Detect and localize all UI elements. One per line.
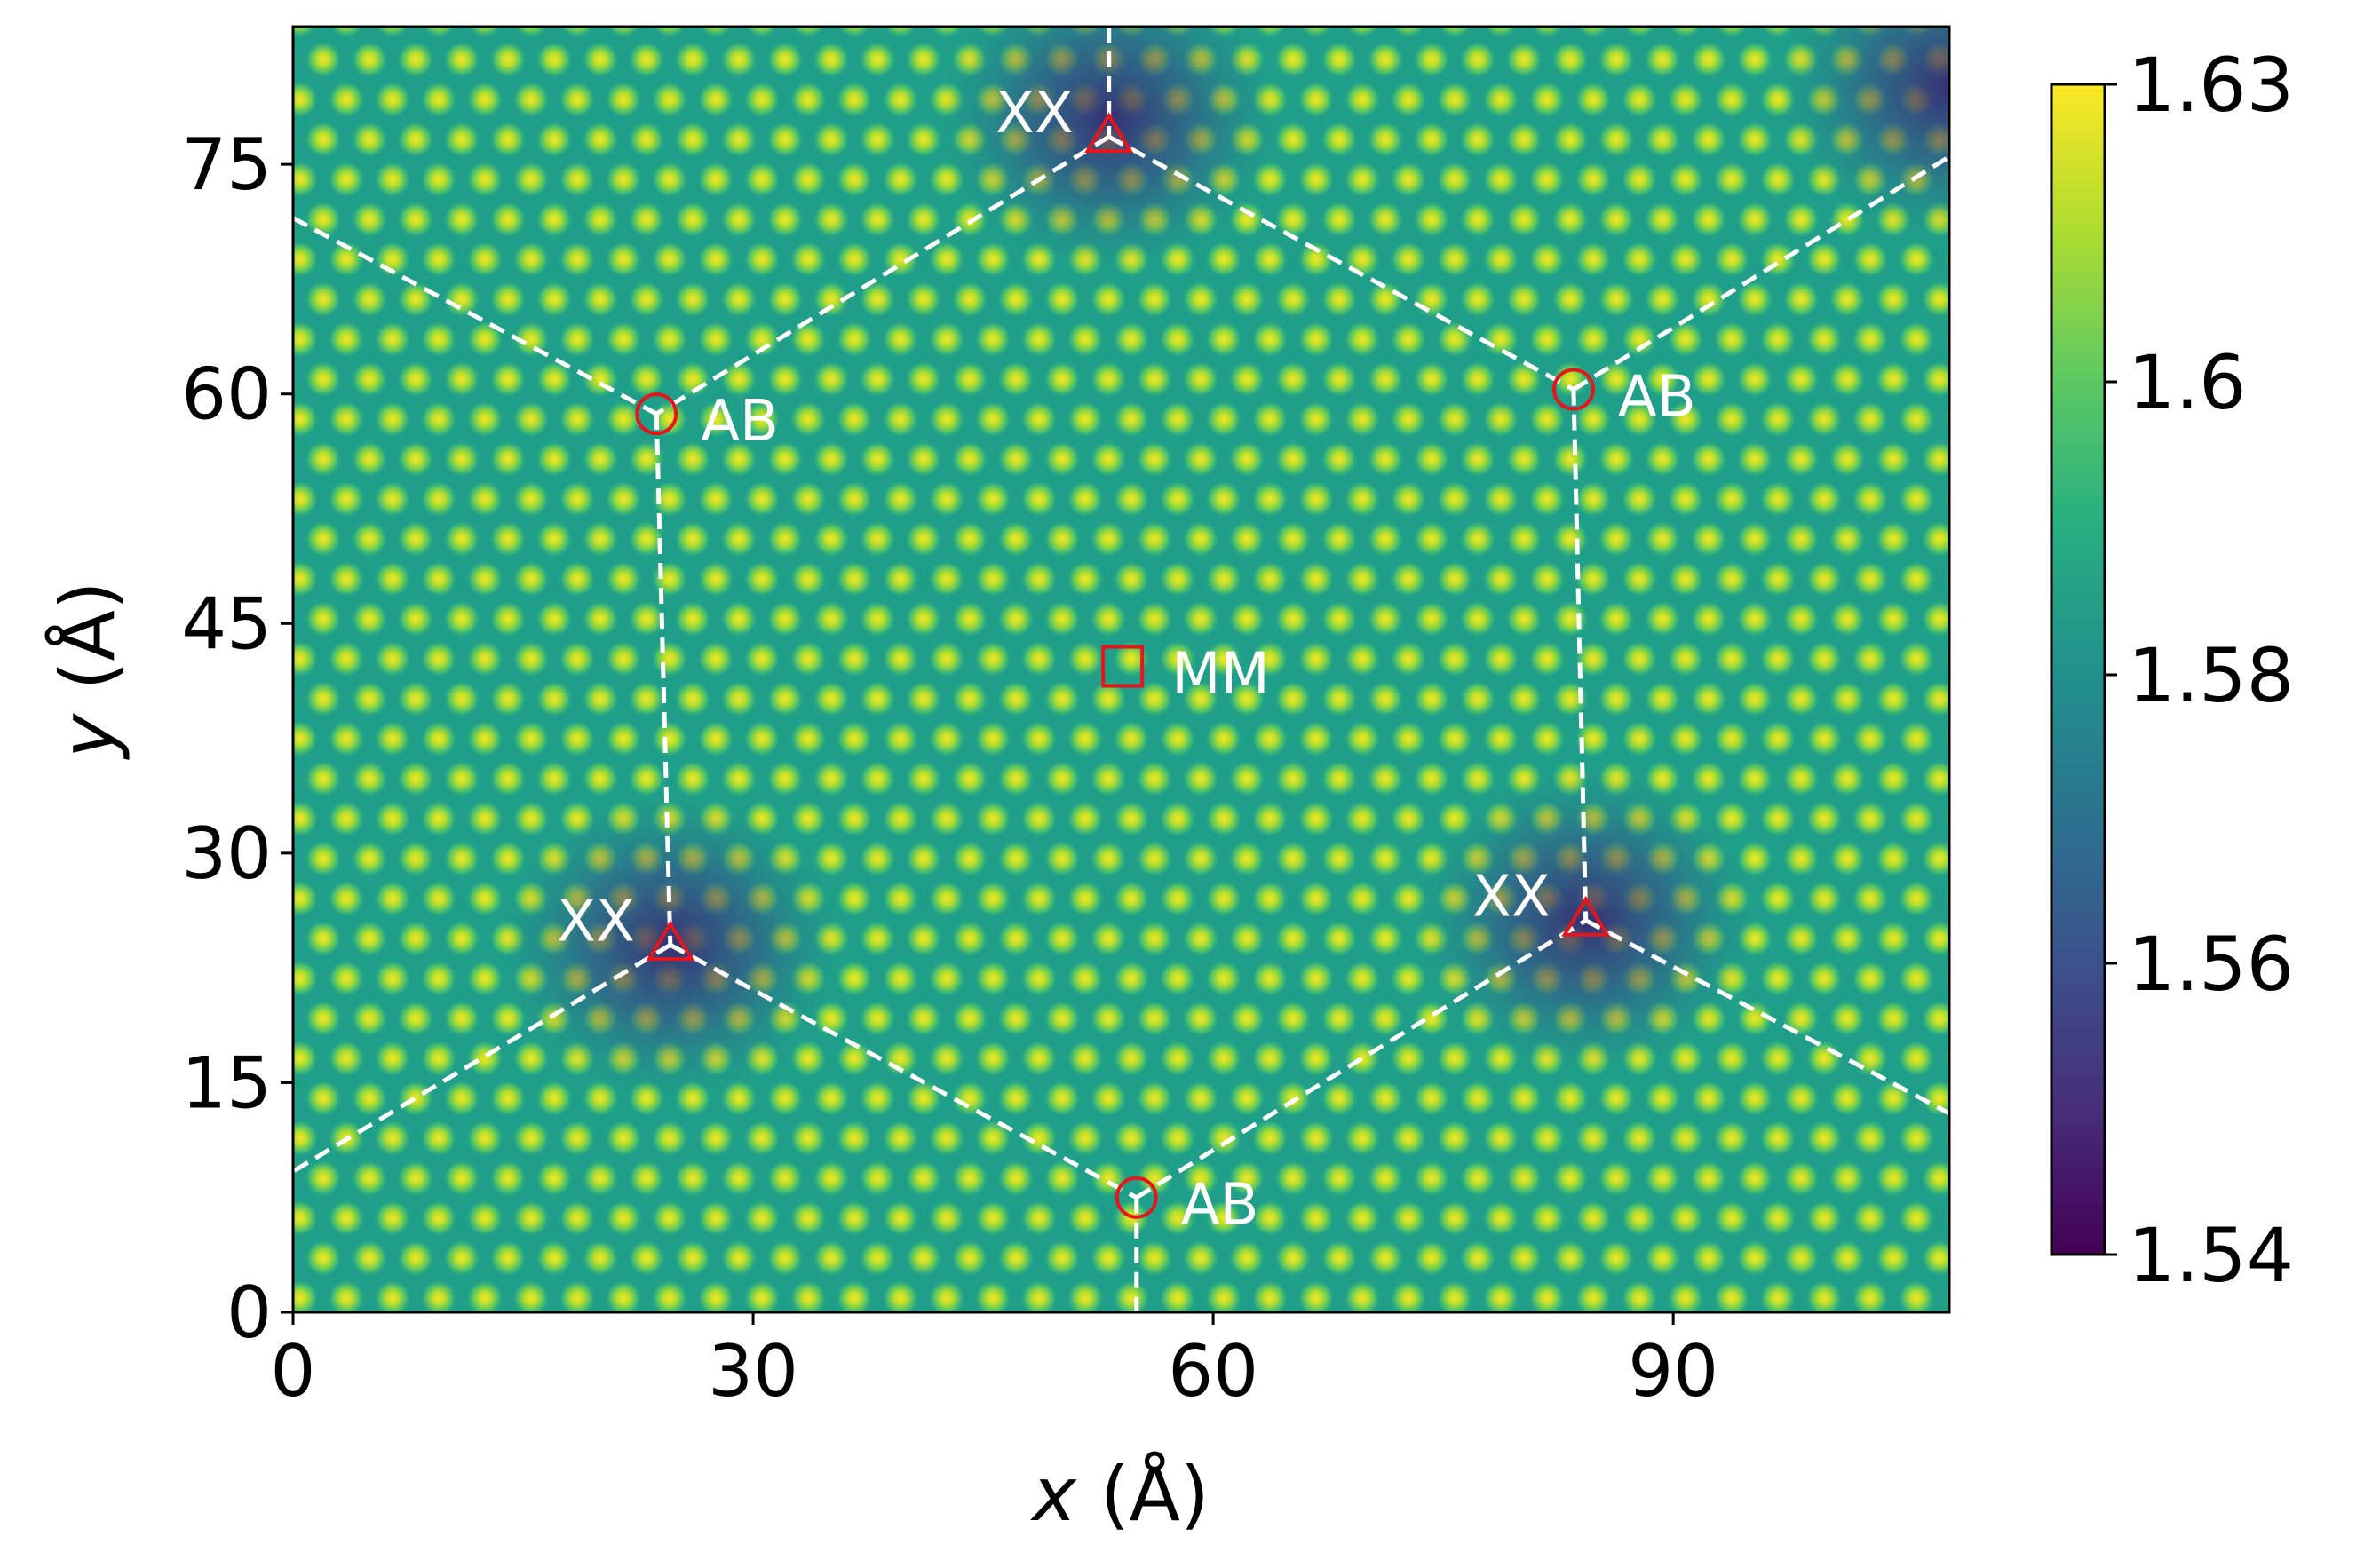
- x-tick-label: 30: [708, 1330, 798, 1413]
- boundary-line-5: [654, 414, 673, 946]
- colorbar-gradient: [2050, 83, 2106, 1256]
- colorbar-tick-label: 1.54: [2128, 1212, 2294, 1299]
- site-label: AB: [701, 389, 779, 455]
- y-tick-label: 75: [181, 123, 272, 206]
- colorbar: 1.54 1.56 1.58 1.6 1.63: [2050, 42, 2294, 1299]
- colorbar-ticks: 1.54 1.56 1.58 1.6 1.63: [2105, 42, 2294, 1299]
- colorbar-tick-label: 1.63: [2128, 42, 2294, 129]
- x-axis-label: x (Å): [1029, 1450, 1209, 1538]
- site-ab-2: AB: [1551, 365, 1696, 431]
- site-xx-4: XX: [557, 889, 695, 962]
- site-ab-6: AB: [1115, 1173, 1259, 1239]
- circle-marker: [635, 392, 678, 436]
- boundary-line-1: [654, 134, 1110, 416]
- x-tick-label: 0: [271, 1330, 316, 1413]
- boundary-line-9: [1135, 918, 1588, 1200]
- boundary-line-3: [293, 216, 658, 416]
- square-marker: [1101, 645, 1145, 688]
- site-label: XX: [1472, 865, 1551, 931]
- y-axis-ticks: 0 15 30 45 60 75: [181, 123, 293, 1354]
- plot-frame: [291, 25, 1951, 1314]
- triangle-marker: [646, 920, 695, 962]
- site-label: XX: [996, 81, 1074, 147]
- colorbar-tick-label: 1.58: [2128, 632, 2294, 719]
- x-tick-label: 60: [1168, 1330, 1258, 1413]
- boundary-line-8: [669, 943, 1138, 1200]
- site-mm-3: MM: [1101, 642, 1270, 708]
- boundary-lines: [293, 27, 1949, 1312]
- x-axis-ticks: 0 30 60 90: [271, 1312, 1718, 1413]
- triangle-marker: [1561, 895, 1611, 937]
- site-label: AB: [1618, 365, 1696, 431]
- colorbar-tick-label: 1.56: [2128, 921, 2294, 1008]
- site-label: AB: [1181, 1173, 1259, 1239]
- boundary-line-10: [1584, 918, 1949, 1116]
- site-label: MM: [1171, 642, 1269, 708]
- colorbar-tick-label: 1.6: [2128, 339, 2247, 426]
- site-xx-0: XX: [996, 81, 1134, 154]
- y-tick-label: 60: [181, 353, 272, 436]
- dark-region-3: [1781, 27, 1949, 239]
- dark-regions: [501, 27, 1949, 1097]
- y-tick-label: 15: [181, 1041, 272, 1124]
- boundary-line-2: [1107, 134, 1575, 392]
- y-axis-label: y (Å): [44, 581, 131, 760]
- boundary-line-6: [1571, 389, 1589, 921]
- dark-region-0: [940, 27, 1278, 270]
- site-markers: XX AB AB MM XX XX AB: [557, 81, 1695, 1239]
- circle-marker: [1115, 1176, 1158, 1219]
- y-tick-label: 45: [181, 582, 272, 665]
- triangle-marker: [1084, 112, 1134, 154]
- site-xx-5: XX: [1472, 865, 1611, 937]
- y-tick-label: 30: [181, 812, 272, 895]
- circle-marker: [1551, 368, 1595, 411]
- plot-area: XX AB AB MM XX XX AB: [293, 27, 1949, 1312]
- x-tick-label: 90: [1628, 1330, 1718, 1413]
- y-tick-label: 0: [226, 1271, 272, 1354]
- site-label: XX: [557, 889, 635, 954]
- site-ab-1: AB: [635, 389, 779, 455]
